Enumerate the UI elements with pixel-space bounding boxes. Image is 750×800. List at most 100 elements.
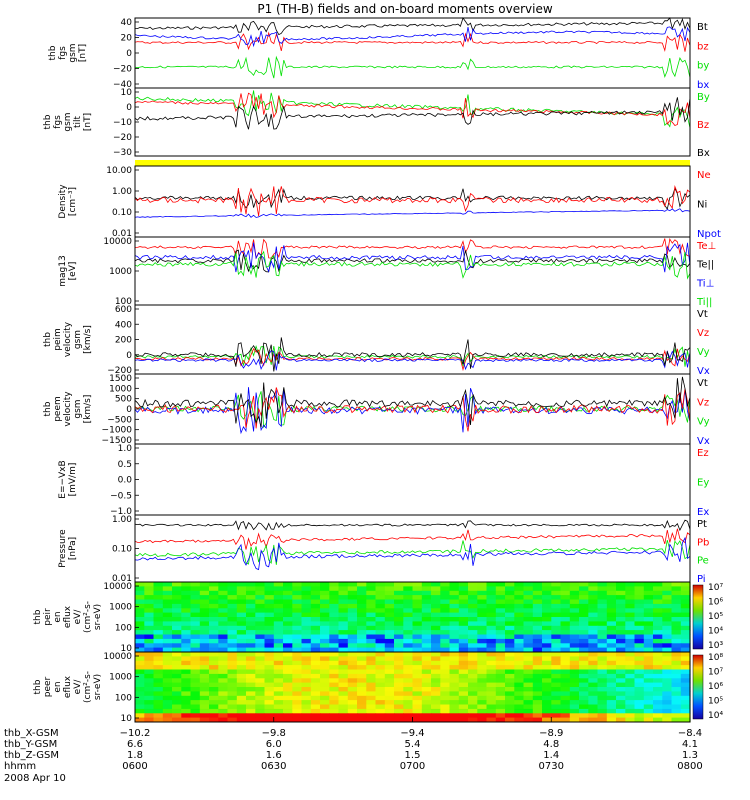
spectrogram-cell	[153, 608, 164, 614]
spectrogram-cell	[579, 691, 589, 697]
spectrogram-cell	[227, 669, 238, 675]
spectrogram-cell	[283, 713, 293, 719]
spectrogram-cell	[255, 708, 266, 714]
spectrogram-cell	[551, 717, 562, 723]
spectrogram-cell	[329, 717, 340, 723]
spectrogram-cell	[209, 638, 219, 644]
spectrogram-cell	[181, 700, 192, 705]
spectrogram-cell	[431, 652, 441, 657]
spectrogram-cell	[551, 582, 562, 587]
spectrogram-cell	[218, 608, 229, 614]
y-axis-label: sr-eV)	[93, 604, 103, 630]
y-axis-label: Pressure	[58, 529, 68, 568]
spectrogram-cell	[486, 673, 497, 679]
colorbar-tick-label: 10⁶	[708, 682, 723, 692]
spectrogram-cell	[662, 617, 673, 622]
spectrogram-cell	[144, 708, 155, 714]
spectrogram-cell	[551, 603, 562, 609]
spectrogram-cell	[292, 660, 303, 666]
spectrogram-cell	[227, 687, 238, 692]
spectrogram-cell	[662, 717, 673, 723]
spectrogram-cell	[310, 599, 321, 605]
spectrogram-cell	[144, 682, 155, 688]
spectrogram-cell	[403, 643, 414, 649]
panel-frame	[134, 87, 691, 157]
spectrogram-cell	[505, 630, 515, 635]
spectrogram-cell	[671, 713, 682, 719]
spectrogram-cell	[366, 634, 377, 640]
spectrogram-cell	[403, 590, 414, 596]
spectrogram-cell	[375, 630, 386, 635]
spectrogram-cell	[643, 586, 654, 592]
spectrogram-cell	[144, 713, 155, 719]
y-axis-label: fgs	[53, 115, 63, 129]
spectrogram-cell	[236, 678, 247, 684]
spectrogram-cell	[440, 665, 451, 670]
y-axis-label: thb	[43, 401, 53, 416]
spectrogram-cell	[569, 603, 580, 609]
y-axis-label: [cm⁻³]	[68, 187, 78, 216]
spectrogram-cell	[440, 582, 451, 587]
spectrogram-cell	[172, 673, 182, 679]
spectrogram-cell	[384, 695, 395, 701]
colorbar-tick-label: 10⁴	[708, 627, 723, 637]
spectrogram-cell	[172, 708, 182, 714]
spectrogram-cell	[625, 673, 636, 679]
spectrogram-cell	[292, 687, 303, 692]
spectrogram-cell	[264, 656, 275, 662]
spectrogram-cell	[264, 708, 275, 714]
spectrogram-cell	[190, 647, 201, 653]
spectrogram-cell	[218, 634, 229, 640]
spectrogram-cell	[227, 595, 238, 600]
spectrogram-cell	[209, 652, 219, 657]
spectrogram-cell	[135, 713, 145, 719]
spectrogram-cell	[394, 638, 404, 644]
spectrogram-cell	[514, 630, 525, 635]
spectrogram-cell	[384, 673, 395, 679]
spectrogram-cell	[144, 586, 155, 592]
spectrogram-cell	[634, 656, 645, 662]
spectrogram-cell	[375, 691, 386, 697]
spectrogram-cell	[144, 634, 155, 640]
legend-te: Te⊥	[696, 241, 716, 252]
spectrogram-cell	[597, 595, 608, 600]
spectrogram-cell	[338, 660, 349, 666]
spectrogram-cell	[412, 590, 423, 596]
spectrogram-cell	[310, 704, 321, 710]
spectrogram-cell	[246, 595, 256, 600]
spectrogram-cell	[320, 617, 330, 622]
spectrogram-cell	[384, 617, 395, 622]
spectrogram-cell	[505, 582, 515, 587]
spectrogram-cell	[320, 612, 330, 618]
spectrogram-cell	[292, 643, 303, 649]
spectrogram-cell	[680, 713, 691, 719]
spectrogram-cell	[680, 595, 691, 600]
spectrogram-cell	[227, 717, 238, 723]
spectrogram-cell	[199, 630, 210, 635]
spectrogram-cell	[606, 695, 617, 701]
spectrogram-cell	[597, 669, 608, 675]
spectrogram-cell	[338, 621, 349, 627]
spectrogram-cell	[394, 665, 404, 670]
spectrogram-cell	[181, 673, 192, 679]
y-axis-label: [nT]	[83, 113, 93, 131]
spectrogram-cell	[301, 630, 312, 635]
spectrogram-cell	[209, 669, 219, 675]
legend-npot: Npot	[697, 229, 721, 240]
legend-vz: Vz	[697, 397, 709, 408]
y-axis-label: peer	[43, 676, 53, 697]
spectrogram-cell	[135, 669, 145, 675]
series-line	[134, 387, 691, 432]
spectrogram-cell	[310, 582, 321, 587]
spectrogram-cell	[218, 656, 229, 662]
spectrogram-cell	[523, 665, 534, 670]
spectrogram-cell	[135, 638, 145, 644]
spectrogram-cell	[606, 625, 617, 631]
spectrogram-cell	[366, 673, 377, 679]
spectrogram-cell	[273, 599, 284, 605]
spectrogram-cell	[634, 608, 645, 614]
spectrogram-cell	[264, 634, 275, 640]
spectrogram-cell	[310, 603, 321, 609]
spectrogram-cell	[569, 669, 580, 675]
spectrogram-cell	[579, 660, 589, 666]
